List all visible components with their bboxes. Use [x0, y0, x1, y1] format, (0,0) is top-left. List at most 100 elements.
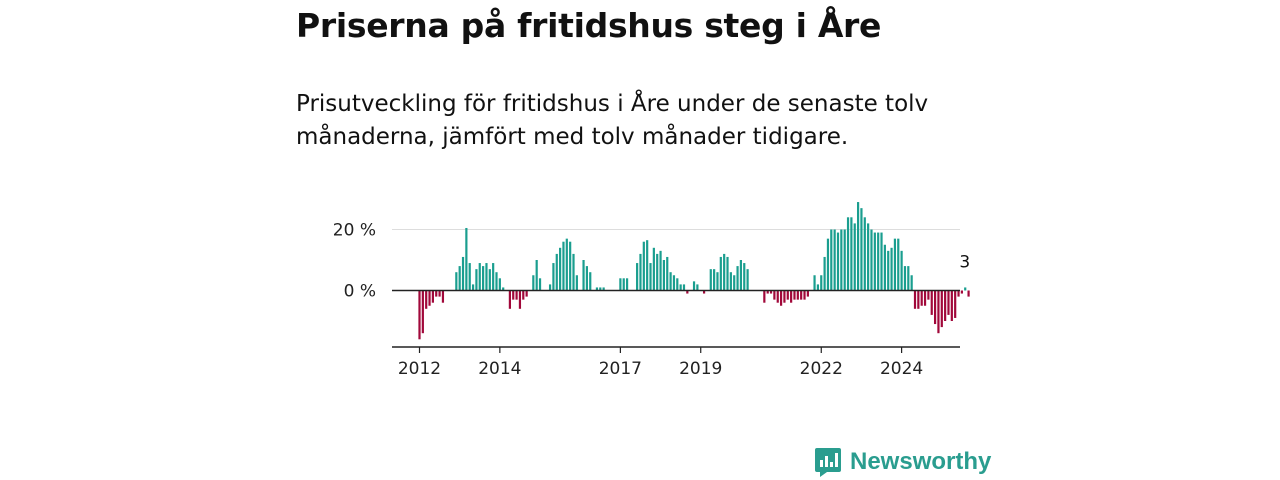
bar	[538, 278, 542, 291]
bar	[833, 229, 836, 291]
bar	[937, 290, 940, 334]
y-tick-label: 20 %	[333, 221, 376, 241]
bar	[492, 263, 495, 291]
bar	[967, 290, 970, 297]
bar	[582, 260, 585, 291]
bar	[672, 275, 676, 291]
bar	[803, 290, 806, 300]
bar	[716, 272, 719, 291]
bar	[455, 272, 458, 291]
bar	[713, 269, 716, 291]
bar	[883, 244, 886, 291]
bar	[853, 223, 856, 291]
bar	[515, 290, 518, 300]
bar	[920, 290, 923, 306]
bar	[863, 217, 866, 291]
bar	[498, 278, 501, 291]
bar	[933, 290, 937, 325]
bar	[800, 290, 803, 300]
bar	[702, 290, 706, 294]
bar	[619, 278, 622, 291]
chart-title: Priserna på fritidshus steg i Åre	[296, 6, 882, 45]
bar	[636, 263, 639, 291]
bar	[900, 250, 903, 291]
bar	[421, 290, 424, 334]
bar	[930, 290, 933, 315]
bar	[950, 290, 953, 321]
bar	[940, 290, 943, 328]
bar	[482, 266, 485, 291]
bar	[431, 290, 434, 303]
bar	[679, 284, 682, 291]
bar	[813, 275, 816, 291]
bar	[425, 290, 428, 309]
bar	[773, 290, 776, 300]
bar	[512, 290, 515, 300]
x-tick-label: 2012	[398, 359, 441, 379]
bar	[535, 260, 538, 291]
bar	[726, 256, 729, 291]
bar	[575, 275, 578, 291]
bar	[964, 287, 967, 291]
bar	[856, 202, 860, 291]
bar	[746, 269, 749, 291]
bar	[585, 266, 588, 291]
bar	[622, 278, 625, 291]
bar	[666, 256, 669, 291]
bar	[522, 290, 525, 300]
bar	[816, 284, 820, 291]
bar	[723, 253, 726, 291]
bar	[763, 290, 766, 303]
bar	[548, 284, 552, 291]
latest-value-label: 3 %	[959, 252, 970, 272]
bar	[897, 238, 900, 291]
bar	[903, 266, 907, 291]
bar	[468, 263, 471, 291]
bar	[625, 278, 629, 291]
bar	[927, 290, 930, 300]
bar	[649, 263, 652, 291]
bar	[796, 290, 799, 300]
bar	[960, 290, 963, 294]
bar	[846, 217, 850, 291]
bar	[954, 290, 957, 318]
bar	[806, 290, 809, 297]
newsworthy-logo: Newsworthy	[814, 446, 991, 478]
bar	[518, 290, 522, 309]
bar	[595, 287, 599, 291]
bar	[696, 284, 699, 291]
bar	[642, 241, 645, 291]
brand-name: Newsworthy	[850, 448, 992, 475]
chart-subtitle: Prisutveckling för fritidshus i Åre unde…	[296, 91, 929, 150]
bar	[441, 290, 445, 303]
bar	[850, 217, 853, 291]
bar	[475, 269, 478, 291]
bar	[840, 229, 843, 291]
bar	[947, 290, 950, 315]
x-tick-label: 2014	[478, 359, 521, 379]
bar	[572, 253, 575, 291]
bar	[910, 275, 913, 291]
bar	[461, 256, 465, 291]
bar	[565, 238, 568, 291]
bar	[502, 287, 505, 291]
x-tick-label: 2017	[599, 359, 642, 379]
bar	[639, 253, 642, 291]
bar	[532, 275, 535, 291]
bar	[769, 290, 773, 294]
bar	[599, 287, 602, 291]
bar	[873, 232, 876, 291]
bar	[823, 256, 826, 291]
bar	[843, 229, 846, 291]
bar	[913, 290, 917, 309]
bar	[485, 263, 488, 291]
bar	[525, 290, 528, 297]
bar	[569, 241, 572, 291]
bar	[877, 232, 880, 291]
bar	[659, 250, 662, 291]
bar	[686, 290, 689, 294]
bar	[957, 290, 960, 297]
bar	[733, 275, 736, 291]
bar	[438, 290, 441, 297]
bar	[887, 250, 890, 291]
